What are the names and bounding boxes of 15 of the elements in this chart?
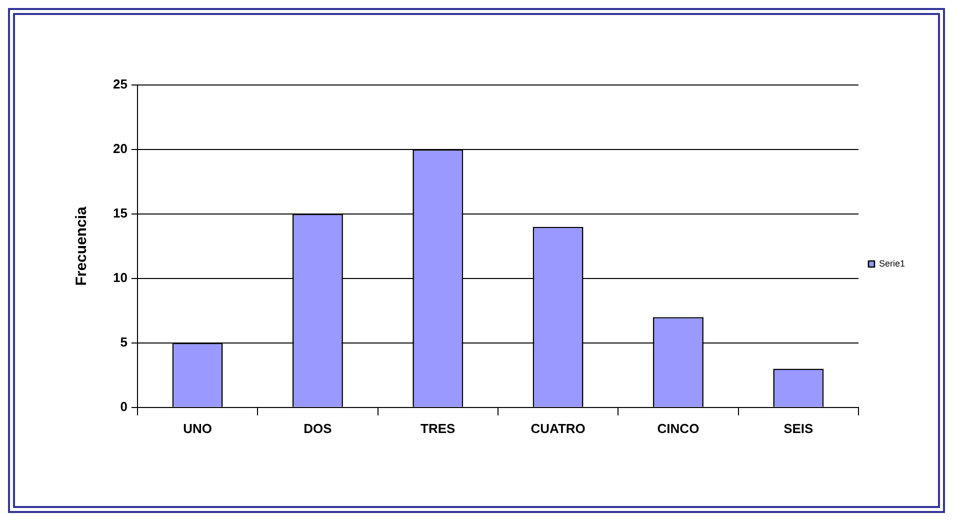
x-tick-label: CUATRO: [530, 420, 586, 436]
y-tick-label: 20: [112, 141, 128, 156]
y-tick-label: 10: [112, 270, 128, 286]
x-tick-label: DOS: [304, 420, 332, 436]
y-tick-label: 25: [112, 76, 128, 92]
y-axis-title: Frecuencia: [73, 206, 90, 286]
legend-label: Serie1: [878, 258, 905, 268]
y-tick-label: 15: [112, 206, 128, 221]
x-tick-label: SEIS: [784, 420, 814, 436]
x-tick-label: UNO: [183, 420, 212, 436]
double-frame: Frecuencia Serie1 UNO DOS TRES CUATRO CINCO SEIS 0 5 10 15 20 25: [8, 8, 945, 513]
x-tick-label: TRES: [420, 420, 456, 436]
x-tick-label: CINCO: [657, 420, 700, 436]
y-tick-label: 5: [120, 334, 128, 350]
y-tick-label: 0: [120, 398, 128, 414]
